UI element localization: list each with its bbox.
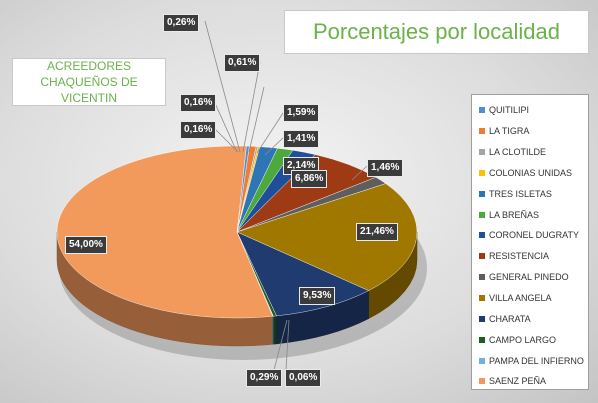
- chart-title: Porcentajes por localidad: [312, 19, 561, 44]
- leader-line-pampa-del-infierno: [285, 319, 290, 371]
- legend-label: QUITILIPI: [489, 105, 530, 116]
- legend-swatch: [479, 274, 485, 281]
- data-label-colonias-unidas: 0,16%: [180, 94, 217, 112]
- legend-swatch: [479, 190, 485, 197]
- legend-swatch: [479, 149, 485, 156]
- legend-label: RESISTENCIA: [489, 251, 550, 262]
- data-label-la-bre-as: 1,41%: [283, 130, 320, 148]
- legend-item-colonias-unidas: COLONIAS UNIDAS: [479, 163, 588, 184]
- legend-item-resistencia: RESISTENCIA: [479, 246, 588, 267]
- legend-swatch: [479, 253, 485, 260]
- legend-label: SAENZ PEÑA: [489, 376, 547, 387]
- pie-side-campo-largo: [273, 315, 277, 345]
- chart-title-box: Porcentajes por localidad: [284, 10, 589, 54]
- pie-side-pampa-del-infierno: [272, 315, 274, 345]
- legend-label: COLONIAS UNIDAS: [489, 167, 573, 178]
- legend-swatch: [479, 336, 485, 343]
- leader-line-general-pinedo: [351, 165, 368, 181]
- data-label-tres-isletas: 1,59%: [283, 104, 320, 122]
- legend-item-la-tigra: LA TIGRA: [479, 121, 588, 142]
- legend-label: CORONEL DUGRATY: [489, 230, 580, 241]
- chart-subtitle: ACREEDORES CHAQUEÑOS DE VICENTIN: [40, 59, 138, 105]
- legend-item-saenz-pe-a: SAENZ PEÑA: [479, 371, 588, 392]
- legend-item-coronel-dugraty: CORONEL DUGRATY: [479, 225, 588, 246]
- pie-slice-villa-angela: [236, 183, 418, 291]
- legend-swatch: [479, 295, 485, 302]
- legend-swatch: [479, 169, 485, 176]
- leader-line-campo-largo: [273, 319, 288, 371]
- chart-subtitle-box: ACREEDORES CHAQUEÑOS DE VICENTIN: [12, 58, 166, 106]
- data-label-campo-largo: 0,29%: [246, 369, 283, 387]
- leader-line-quitilipi: [204, 20, 241, 153]
- legend-item-campo-largo: CAMPO LARGO: [479, 329, 588, 350]
- data-label-quitilipi: 0,26%: [163, 14, 200, 32]
- legend-label: LA BREÑAS: [489, 209, 540, 220]
- data-label-la-clotilde: 0,16%: [180, 121, 217, 139]
- leader-line-la-tigra: [242, 61, 261, 153]
- data-label-charata: 9,53%: [299, 287, 336, 305]
- legend-swatch: [479, 378, 485, 385]
- data-label-la-tigra: 0,61%: [224, 54, 261, 72]
- legend-label: PAMPA DEL INFIERNO: [489, 355, 584, 366]
- legend-label: LA TIGRA: [489, 126, 530, 137]
- legend-item-general-pinedo: GENERAL PINEDO: [479, 267, 588, 288]
- leader-line-colonias-unidas: [213, 127, 239, 153]
- legend-swatch: [479, 232, 485, 239]
- leader-line-coronel-dugraty: [264, 135, 286, 156]
- legend-item-la-clotilde: LA CLOTILDE: [479, 142, 588, 163]
- legend-swatch: [479, 211, 485, 218]
- legend-item-la-bre-as: LA BREÑAS: [479, 204, 588, 225]
- data-label-general-pinedo: 1,46%: [367, 159, 404, 177]
- data-label-resistencia: 6,86%: [291, 170, 328, 188]
- legend-item-villa-angela: VILLA ANGELA: [479, 288, 588, 309]
- legend-label: LA CLOTILDE: [489, 147, 547, 158]
- pie-slice-saenz-pe-a: [56, 145, 273, 319]
- chart-legend: QUITILIPI LA TIGRA LA CLOTILDE COLONIAS UNI…: [471, 94, 589, 390]
- legend-label: GENERAL PINEDO: [489, 272, 569, 283]
- data-label-saenz-pe-a: 54,00%: [65, 236, 107, 254]
- legend-item-quitilipi: QUITILIPI: [479, 100, 588, 121]
- legend-item-tres-isletas: TRES ISLETAS: [479, 183, 588, 204]
- legend-swatch: [479, 315, 485, 322]
- data-label-villa-angela: 21,46%: [356, 223, 398, 241]
- legend-swatch: [479, 107, 485, 114]
- legend-item-charata: CHARATA: [479, 308, 588, 329]
- leader-line-la-clotilde: [213, 100, 238, 153]
- leader-line-la-bre-as: [256, 109, 286, 154]
- pie-slice-charata: [236, 231, 370, 317]
- legend-label: CHARATA: [489, 313, 531, 324]
- legend-swatch: [479, 128, 485, 135]
- legend-swatch: [479, 357, 485, 364]
- leader-line-tres-isletas: [248, 86, 265, 153]
- legend-label: VILLA ANGELA: [489, 293, 552, 304]
- legend-item-pampa-del-infierno: PAMPA DEL INFIERNO: [479, 350, 588, 371]
- legend-label: CAMPO LARGO: [489, 334, 557, 345]
- legend-label: TRES ISLETAS: [489, 188, 552, 199]
- data-label-pampa-del-infierno: 0,06%: [285, 369, 322, 387]
